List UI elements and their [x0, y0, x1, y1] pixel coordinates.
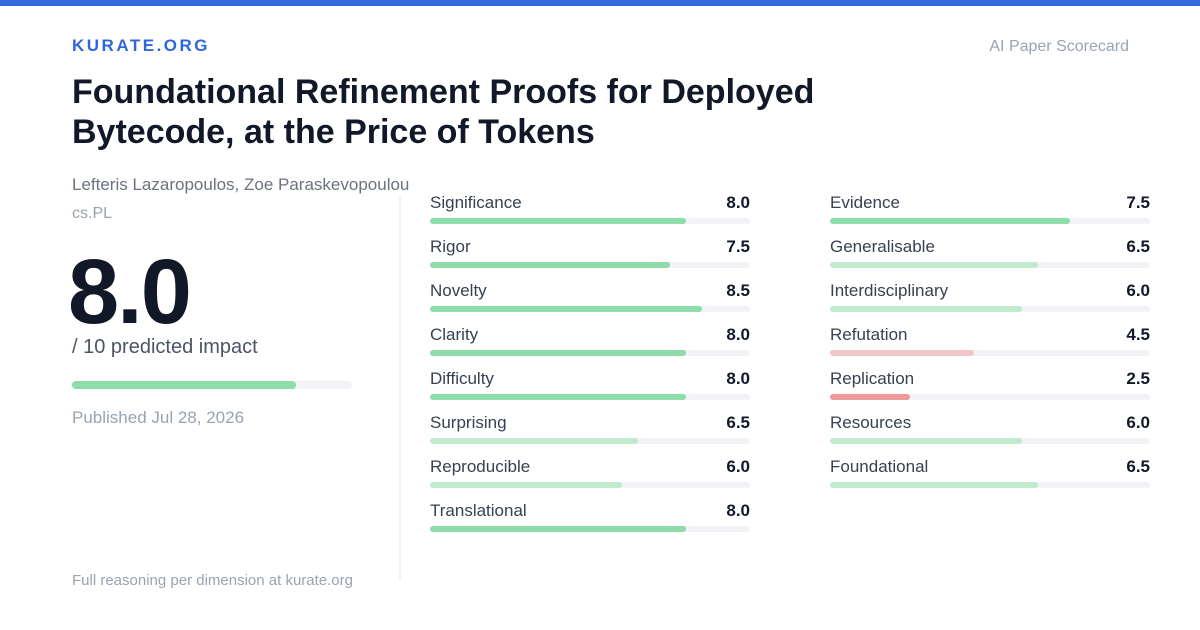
bar: [830, 306, 1022, 312]
bar: [830, 482, 1038, 488]
dimension-name: Refutation: [830, 325, 908, 344]
category: cs.PL: [72, 205, 113, 222]
score-bar: [72, 381, 296, 389]
dimension-score: 4.5: [1126, 325, 1150, 344]
bar-track: [830, 438, 1150, 444]
published: Published Jul 28, 2026: [72, 408, 245, 427]
bar: [430, 482, 622, 488]
bar-track: [430, 438, 750, 444]
bar-track: [430, 526, 750, 532]
score-caption: / 10 predicted impact: [72, 336, 258, 358]
bar-track: [830, 306, 1150, 312]
bar: [830, 262, 1038, 268]
bar-track: [430, 482, 750, 488]
bar-track: [830, 350, 1150, 356]
bar-track: [430, 306, 750, 312]
bar: [430, 306, 702, 312]
dimension-score: 8.5: [726, 281, 750, 300]
authors: Lefteris Lazaropoulos, Zoe Paraskevopoul…: [72, 175, 410, 194]
bar-track: [430, 218, 750, 224]
bar: [830, 438, 1022, 444]
bar-track: [430, 350, 750, 356]
score-track: [72, 381, 352, 389]
bar-track: [430, 262, 750, 268]
divider: [399, 195, 401, 580]
bar: [430, 350, 686, 356]
dimension-score: 6.5: [1126, 457, 1150, 476]
bar: [430, 218, 686, 224]
dimension-score: 2.5: [1126, 369, 1150, 388]
dimension-name: Novelty: [430, 281, 487, 300]
dimension-score: 8.0: [726, 325, 750, 344]
bar-track: [830, 262, 1150, 268]
dimension-name: Replication: [830, 369, 915, 388]
dimension-score: 8.0: [726, 501, 750, 520]
score: 8.0: [68, 241, 192, 343]
bar: [830, 394, 910, 400]
bar: [430, 262, 670, 268]
tagline: AI Paper Scorecard: [989, 38, 1129, 55]
bar-track: [830, 218, 1150, 224]
bar-track: [430, 394, 750, 400]
bar-track: [830, 482, 1150, 488]
footer: Full reasoning per dimension at kurate.o…: [72, 572, 353, 589]
dimension-name: Evidence: [830, 193, 900, 212]
brand: KURATE.ORG: [72, 36, 211, 55]
dimension-name: Translational: [430, 501, 527, 520]
top-strip: [0, 0, 1200, 6]
dimension-name: Interdisciplinary: [830, 281, 949, 300]
dimension-name: Clarity: [430, 325, 479, 344]
dimension-score: 6.5: [726, 413, 750, 432]
dimension-name: Difficulty: [430, 369, 494, 388]
dimension-score: 7.5: [1126, 193, 1150, 212]
dimension-name: Rigor: [430, 237, 471, 256]
dimension-name: Resources: [830, 413, 912, 432]
dimension-score: 7.5: [726, 237, 750, 256]
paper-title: Foundational Refinement Proofs for Deplo…: [72, 73, 815, 151]
dimension-name: Reproducible: [430, 457, 531, 476]
bar: [430, 438, 638, 444]
dimension-score: 8.0: [726, 369, 750, 388]
bar: [430, 526, 686, 532]
dimension-name: Generalisable: [830, 237, 935, 256]
bar-track: [830, 394, 1150, 400]
dimension-name: Significance: [430, 193, 522, 212]
bar: [430, 394, 686, 400]
dimension-score: 6.0: [1126, 413, 1150, 432]
dimension-name: Surprising: [430, 413, 507, 432]
dimension-name: Foundational: [830, 457, 929, 476]
bar: [830, 218, 1070, 224]
dimension-score: 6.0: [1126, 281, 1150, 300]
dimension-score: 8.0: [726, 193, 750, 212]
bar: [830, 350, 974, 356]
dimension-score: 6.0: [726, 457, 750, 476]
dimension-score: 6.5: [1126, 237, 1150, 256]
